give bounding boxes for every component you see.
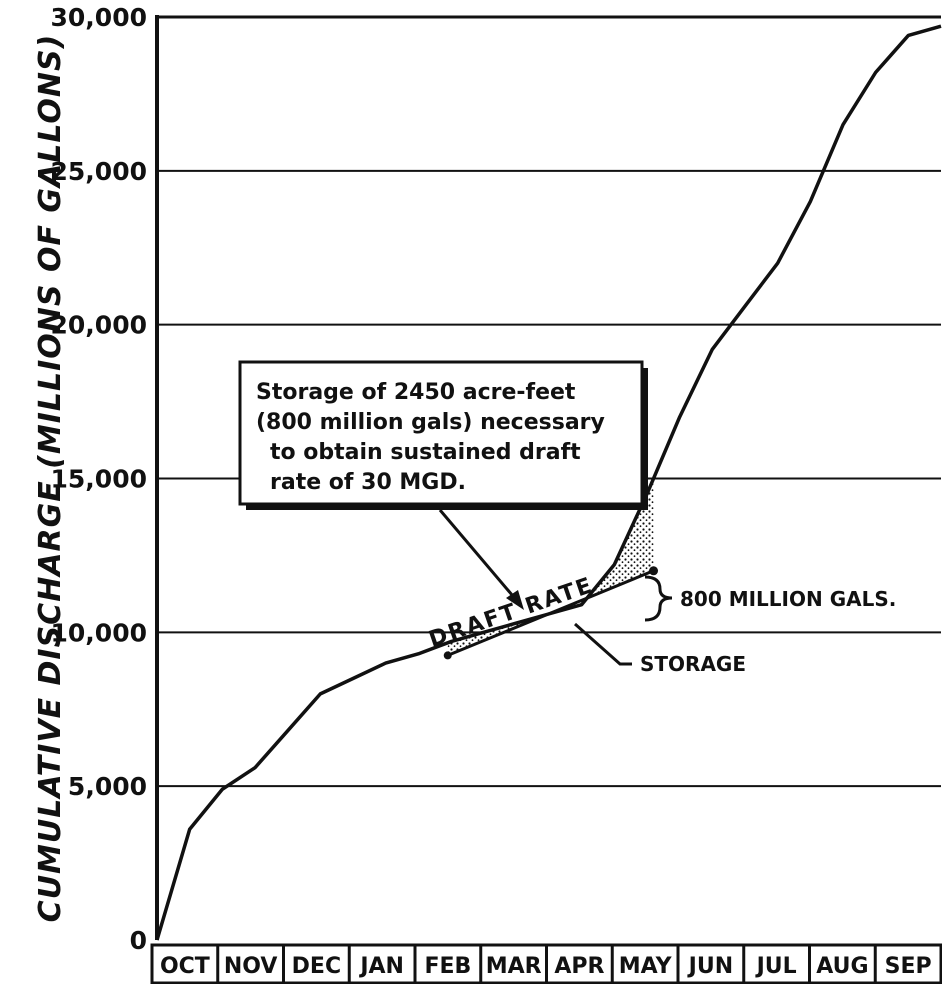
- month-label: NOV: [224, 954, 278, 979]
- pointer-arrow: [438, 509, 524, 610]
- y-tick-label: 25,000: [51, 157, 147, 186]
- annotation-line-1: Storage of 2450 acre-feet: [256, 380, 576, 405]
- annotation-line-2: (800 million gals) necessary: [256, 410, 605, 435]
- draft-rate-label: DRAFT RATE: [426, 573, 597, 653]
- month-label: JUL: [755, 954, 797, 979]
- y-tick-label: 20,000: [51, 311, 147, 340]
- month-label: JUN: [687, 954, 733, 979]
- draft-rate-line: [447, 569, 655, 657]
- month-label: FEB: [424, 954, 471, 979]
- month-label: MAY: [619, 954, 673, 979]
- month-axis: OCT NOV DEC JAN FEB MAR APR MAY JUN JUL AUG SEP: [150, 943, 942, 984]
- month-label: OCT: [160, 954, 210, 979]
- y-tick-label: 0: [130, 926, 147, 955]
- y-axis-ticks: 0 5,000 10,000 15,000 20,000 25,000 30,000: [51, 3, 147, 955]
- storage-label: STORAGE: [640, 652, 746, 676]
- bracket-label: 800 MILLION GALS.: [680, 587, 896, 611]
- month-label: MAR: [486, 954, 542, 979]
- month-label: SEP: [885, 954, 932, 979]
- y-axis-label: CUMULATIVE DISCHARGE (MILLIONS OF GALLON…: [33, 34, 68, 923]
- y-tick-label: 30,000: [51, 3, 147, 32]
- y-tick-label: 5,000: [68, 772, 147, 801]
- storage-bracket: [644, 575, 673, 622]
- month-label: JAN: [358, 954, 404, 979]
- storage-leader: [574, 622, 632, 666]
- month-label: DEC: [292, 954, 341, 979]
- annotation-line-4: rate of 30 MGD.: [270, 470, 466, 495]
- annotation-line-3: to obtain sustained draft: [270, 440, 581, 465]
- annotation-box: Storage of 2450 acre-feet (800 million g…: [238, 360, 648, 510]
- draft-end-point: [649, 566, 659, 576]
- y-tick-label: 15,000: [51, 465, 147, 494]
- month-label: AUG: [816, 954, 868, 979]
- y-tick-label: 10,000: [51, 618, 147, 647]
- month-label: APR: [554, 954, 604, 979]
- draft-start-point: [443, 651, 452, 660]
